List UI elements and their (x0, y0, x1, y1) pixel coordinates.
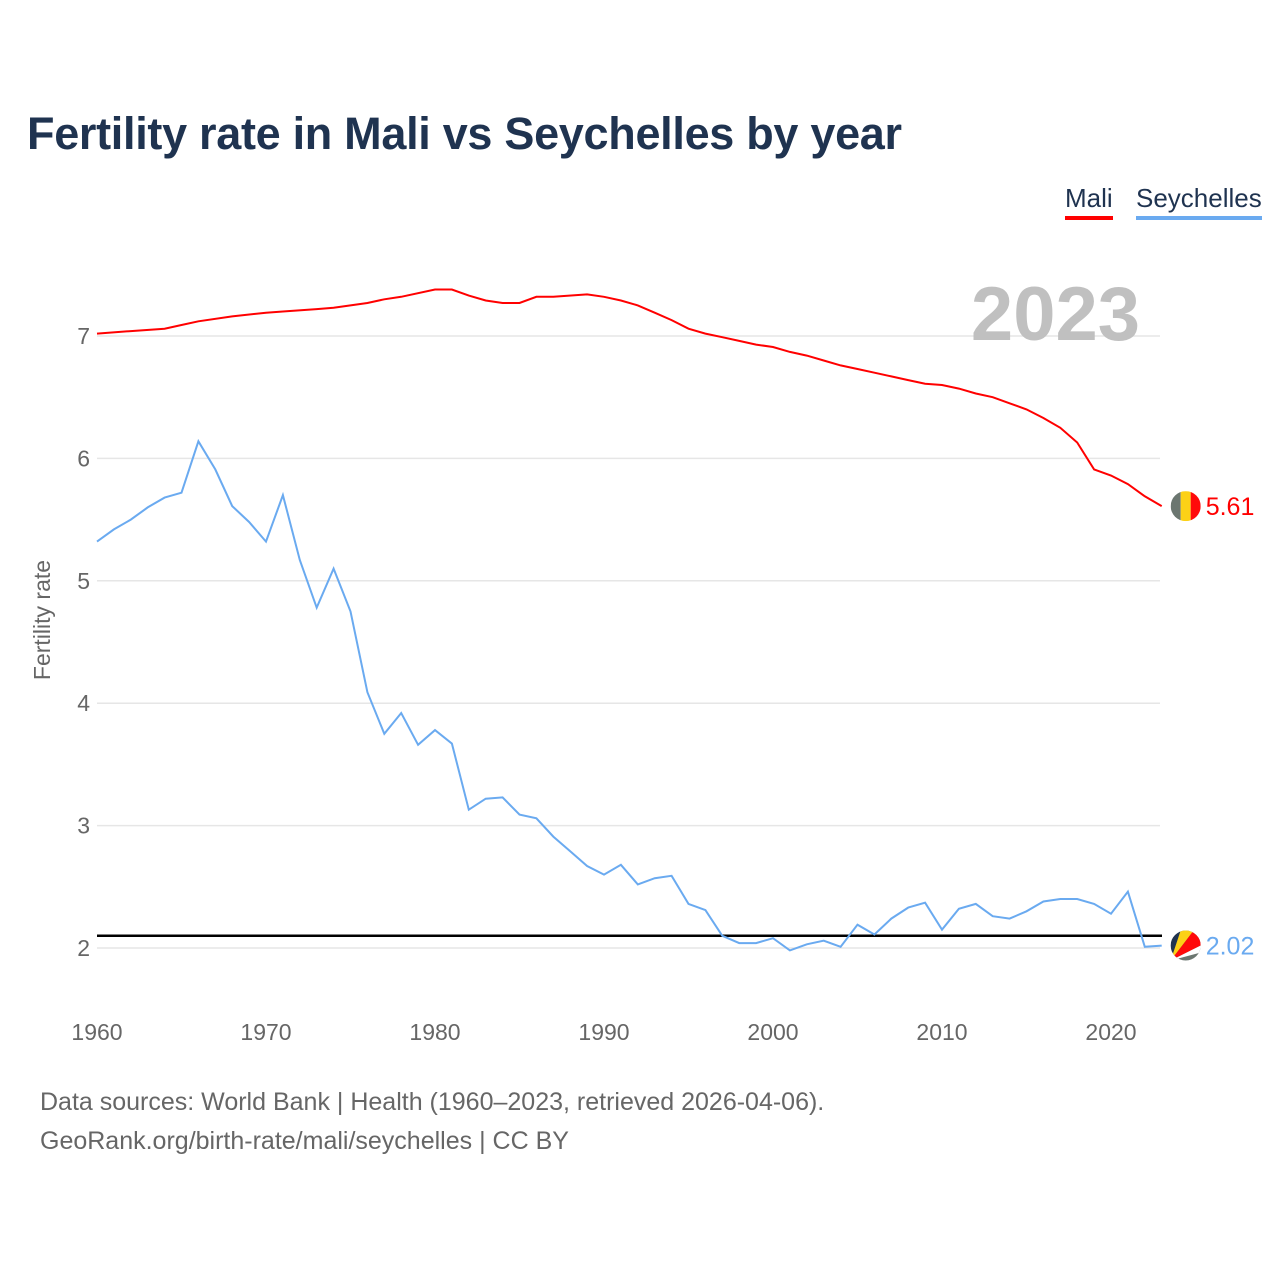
end-value-label-mali: 5.61 (1206, 493, 1255, 521)
x-tick-label: 2000 (747, 1019, 798, 1045)
y-tick-label: 5 (77, 568, 90, 594)
x-tick-label: 1980 (409, 1019, 460, 1045)
footer-sources: Data sources: World Bank | Health (1960–… (40, 1088, 825, 1116)
y-tick-label: 4 (77, 690, 90, 716)
x-tick-label: 1990 (578, 1019, 629, 1045)
y-axis-label: Fertility rate (29, 560, 55, 680)
x-tick-label: 2010 (916, 1019, 967, 1045)
y-tick-label: 3 (77, 813, 90, 839)
y-tick-label: 6 (77, 445, 90, 471)
x-tick-label: 1970 (240, 1019, 291, 1045)
legend-item-mali[interactable]: Mali (1065, 183, 1113, 220)
y-tick-label: 7 (77, 323, 90, 349)
flag-icon-mali (1170, 491, 1201, 522)
x-tick-label: 1960 (71, 1019, 122, 1045)
year-label: 2023 (971, 272, 1140, 357)
legend-item-seychelles[interactable]: Seychelles (1136, 183, 1262, 220)
flag-icon-seychelles (1170, 930, 1201, 961)
end-value-label-seychelles: 2.02 (1206, 933, 1255, 961)
y-tick-label: 2 (77, 935, 90, 961)
series-line-mali (96, 288, 1163, 507)
chart-title: Fertility rate in Mali vs Seychelles by … (27, 108, 902, 159)
x-tick-label: 2020 (1085, 1019, 1136, 1045)
series-line-seychelles (96, 438, 1162, 952)
footer-credit: GeoRank.org/birth-rate/mali/seychelles |… (40, 1127, 569, 1155)
